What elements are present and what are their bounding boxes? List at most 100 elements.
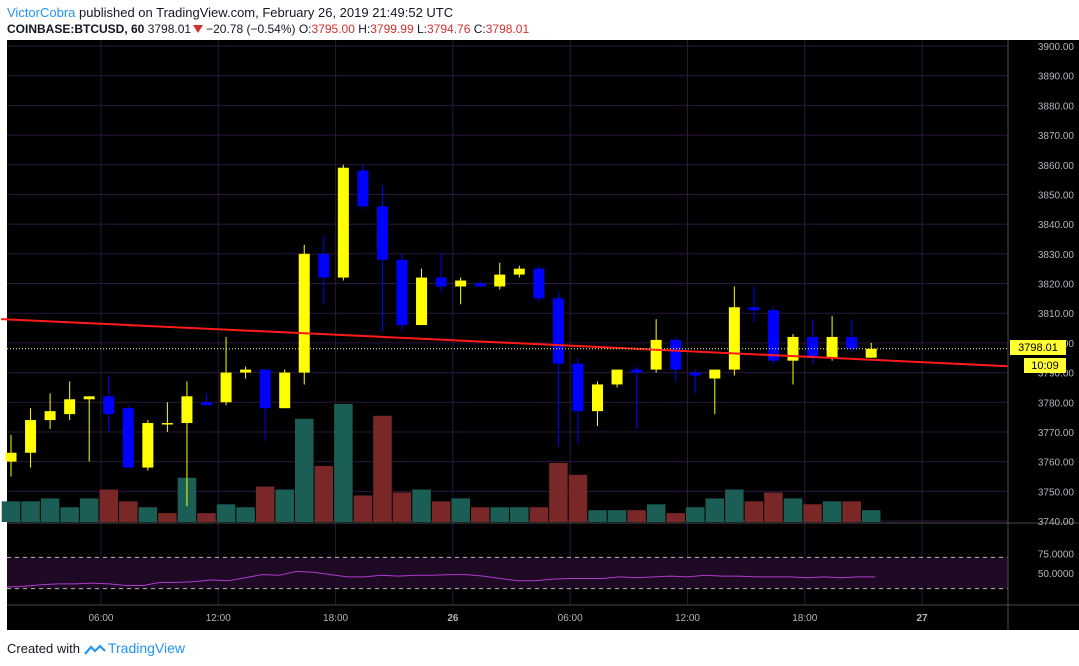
volume-bar [588,510,607,522]
price-chart-svg[interactable]: 3900.00 3890.00 3880.00 3870.00 3860.00 3850.… [0,40,1079,630]
tradingview-logo-icon [84,644,106,655]
volume-bar [158,513,177,522]
candle-body [807,336,819,358]
candle-body [494,274,506,287]
candle [64,381,76,421]
volume-bar [861,510,881,522]
rsi-tick-label: 50.0000 [1038,569,1075,580]
candle-body [474,283,486,287]
candle [865,342,877,358]
candle [416,268,428,326]
volume-bar [822,501,842,522]
candle-body [728,307,740,370]
footer: Created with TradingView [7,640,185,656]
price-axis-background [1008,40,1079,630]
volume-bar [764,492,783,522]
time-tick-label: 06:00 [558,613,583,624]
candle [826,316,838,361]
tradingview-brand-link[interactable]: TradingView [107,640,186,656]
author-link[interactable]: VictorCobra [7,5,76,20]
candle-body [631,369,643,373]
candle-body [416,277,428,326]
candle [376,185,388,331]
price-tick-label: 3760.00 [1038,458,1075,469]
volume-bar [607,510,627,522]
price-tick-label: 3820.00 [1038,280,1075,291]
volume-bar [99,489,119,522]
candle [572,357,584,444]
rsi-axis: 75.0000 50.0000 [1038,550,1075,581]
volume-bar [627,510,646,522]
candle [631,366,643,429]
rsi-line [6,570,875,588]
candle [533,265,545,302]
volume-bar [803,504,822,522]
volume-bar [275,489,294,522]
candle-body [709,369,721,379]
candle-body [142,423,154,468]
volume-bar [510,507,529,522]
candle [337,164,349,281]
candle-body [513,268,525,275]
time-tick-label: 12:00 [206,613,231,624]
candle [83,396,95,462]
rsi-tick-label: 75.0000 [1038,550,1075,561]
volume-bar [568,474,588,522]
publish-line: VictorCobra published on TradingView.com… [7,5,453,20]
candle-body [122,408,134,468]
price-tick-label: 3880.00 [1038,101,1075,112]
price-tick-label: 3750.00 [1038,487,1075,498]
candle-body [455,280,467,287]
candle [298,244,310,385]
chart-area[interactable]: 3900.00 3890.00 3880.00 3870.00 3860.00 3850.… [0,40,1079,630]
price-tick-label: 3900.00 [1038,42,1075,53]
volume-bar [490,507,510,522]
candle [670,336,682,382]
open-value: 3795.00 [311,22,355,36]
last-price-value: 3798.01 [147,22,192,36]
rsi-band-fill [7,557,1008,589]
time-tick-label: 18:00 [792,613,817,624]
volume-bar [783,498,803,522]
volume-bar [334,404,353,522]
volume-bar [725,489,744,522]
candle-body [611,369,623,385]
candle [396,253,408,331]
candle-body [846,336,858,349]
candle [103,375,115,432]
candle [728,286,740,376]
price-tick-label: 3870.00 [1038,131,1075,142]
volume-bar [21,501,40,522]
volume-bar [79,498,99,522]
candle-body [376,206,388,260]
price-tick-label: 3810.00 [1038,309,1075,320]
candle [122,405,134,468]
volume-bar [197,513,216,522]
candle [455,277,467,305]
candle-body [25,420,37,453]
volume-bar [1,501,21,522]
candle-body [435,277,447,287]
candle-body [259,369,271,409]
volume-bar [236,507,255,522]
time-axis[interactable]: 06:00 12:00 18:00 26 06:00 12:00 18:00 27 [88,613,928,624]
price-tick-label: 3780.00 [1038,398,1075,409]
candle-body [44,411,56,421]
volume-bar [431,501,451,522]
candle [513,265,525,278]
trendline[interactable] [1,318,1018,368]
candle [318,236,330,305]
countdown-badge-text: 10:09 [1031,360,1059,372]
last-price-badge-bg [1010,340,1066,355]
price-tick-label: 3850.00 [1038,190,1075,201]
candle-body [103,396,115,415]
price-tick-label: 3790.00 [1038,369,1075,380]
time-tick-label: 18:00 [323,613,348,624]
candle-body [572,363,584,412]
candle-body [650,339,662,370]
candle [846,319,858,352]
candle [5,434,17,477]
candle-body [298,253,310,373]
open-label: O: [298,22,312,36]
volume-bar [705,498,725,522]
